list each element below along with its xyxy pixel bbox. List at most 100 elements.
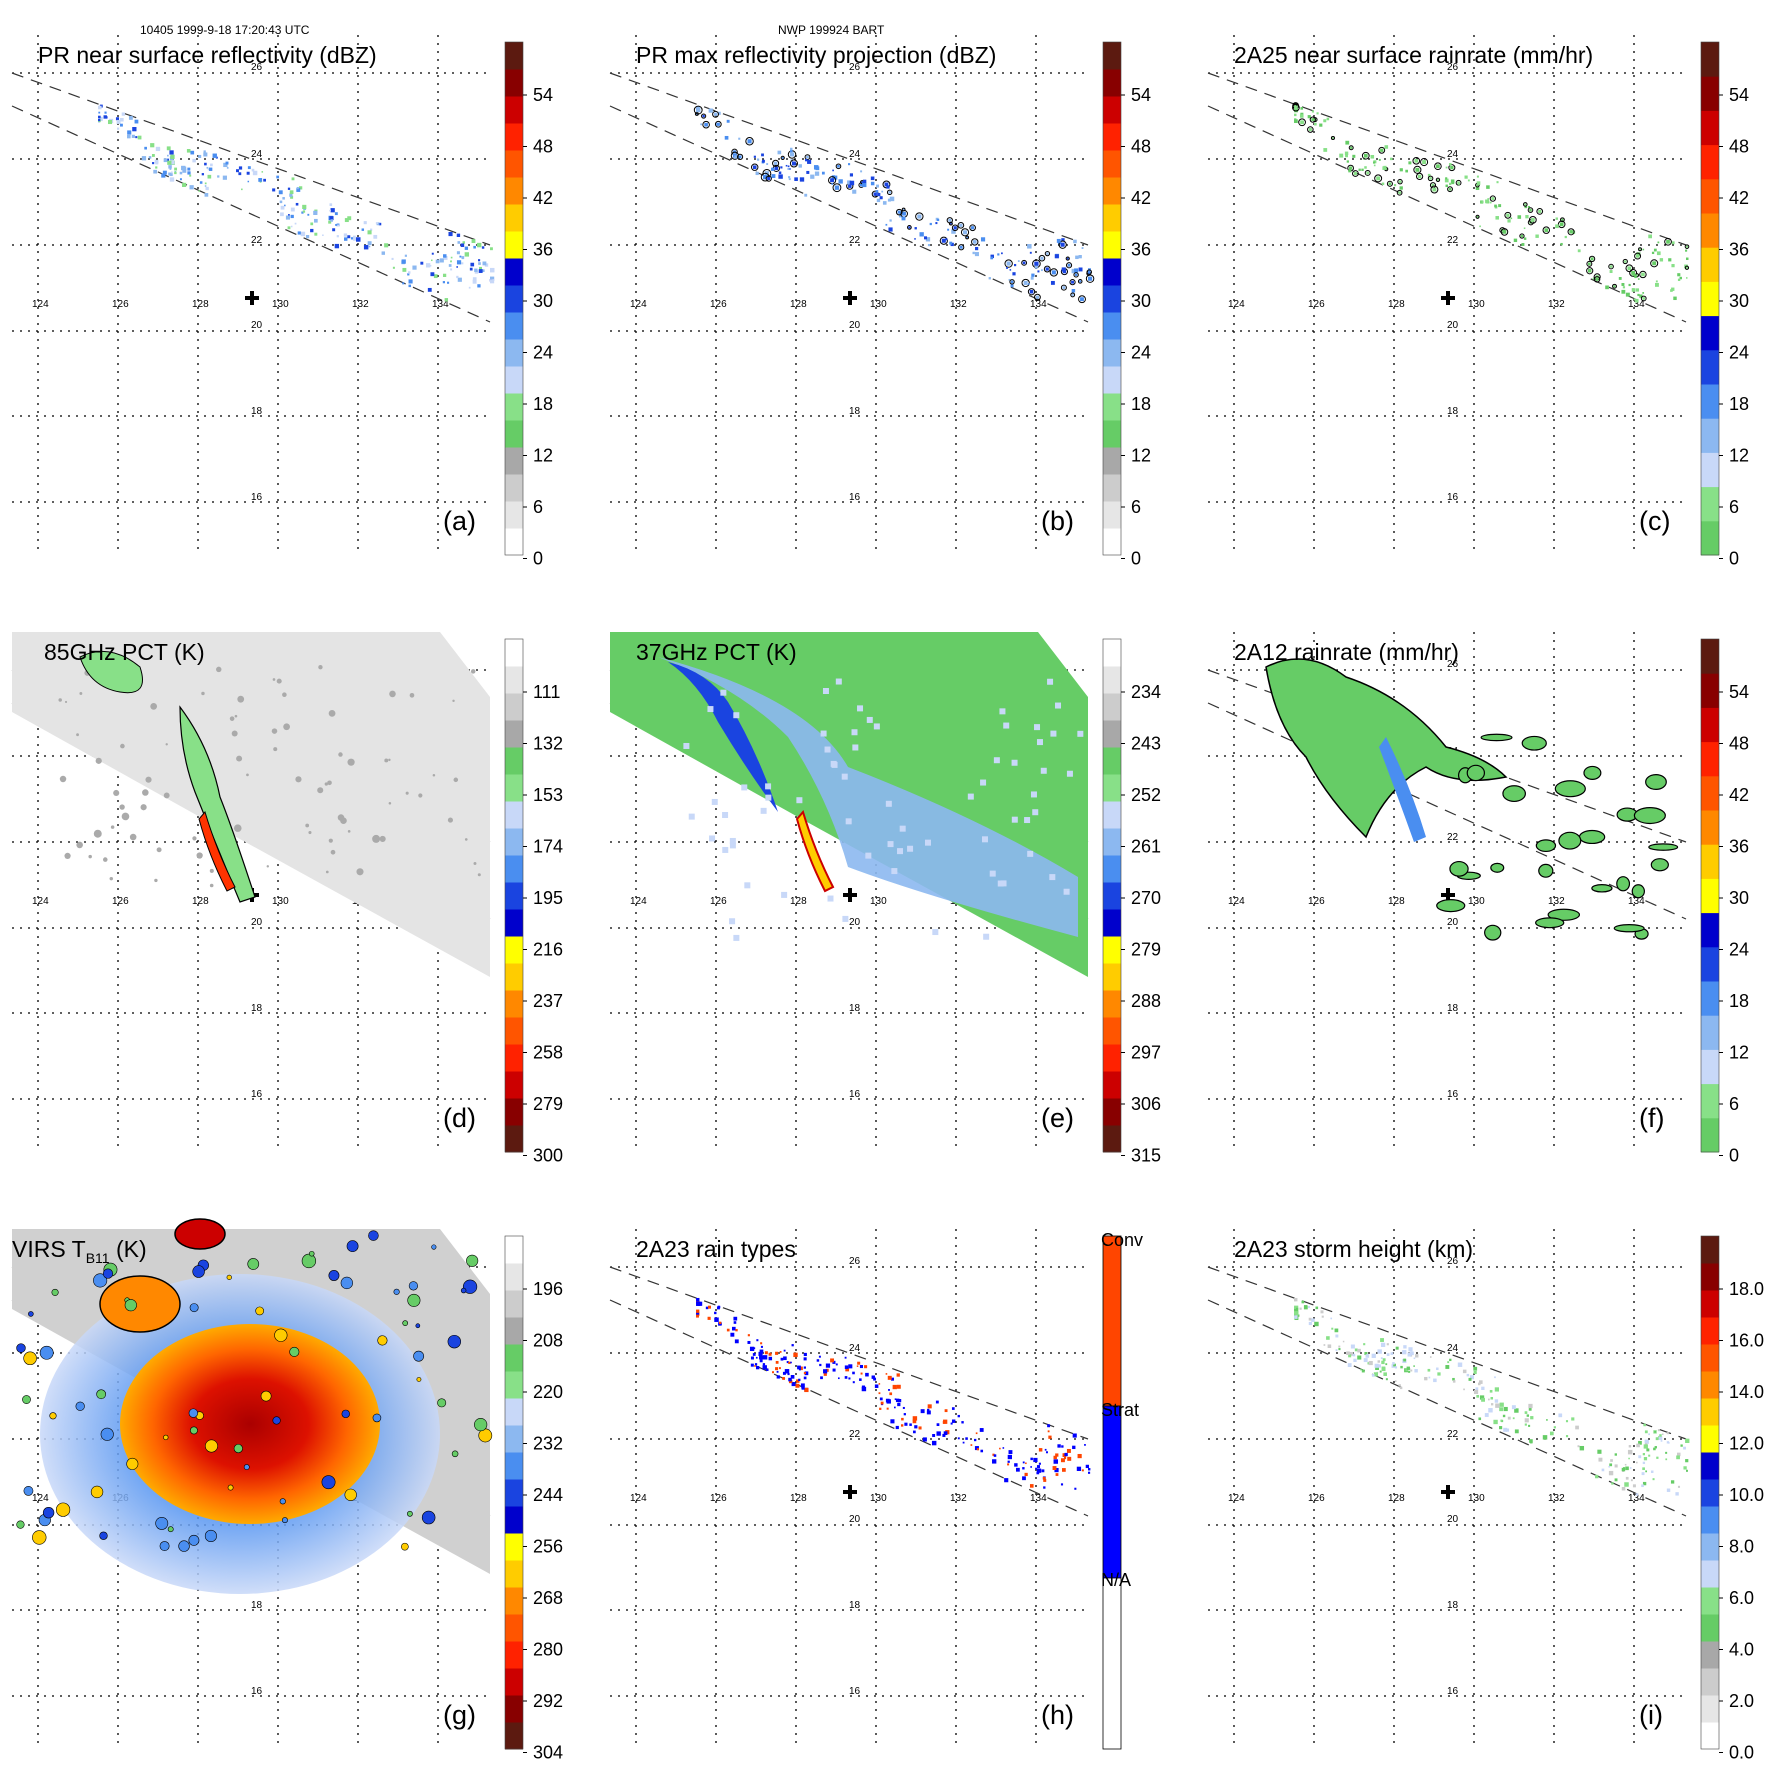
latitude-tick-label: 18: [1447, 406, 1459, 417]
colorbar-segment: [1103, 774, 1121, 802]
tb-pixel: [744, 882, 751, 889]
contour-segment: [1536, 208, 1544, 215]
colorbar-label: 12: [533, 446, 553, 466]
cloud-pixel: [23, 1486, 34, 1496]
rain-pixel: [148, 156, 152, 159]
panel-label: (b): [1041, 506, 1074, 536]
rain-pixel: [776, 1375, 780, 1379]
rain-pixel: [1646, 1448, 1650, 1452]
contour-segment: [1307, 126, 1314, 133]
rain-pixel: [1636, 1461, 1638, 1464]
colorbar-segment: [1701, 1117, 1719, 1153]
rain-pixel: [1648, 234, 1652, 239]
rain-pixel: [128, 115, 133, 120]
colorbar-frame: [1102, 41, 1122, 556]
rain-pixel: [153, 169, 157, 174]
rain-pixel: [1045, 267, 1049, 271]
tb-pixel: [1011, 759, 1018, 766]
colorbar-segment: [505, 339, 523, 367]
cloud-pixel: [22, 1395, 31, 1404]
rain-pixel: [1081, 1469, 1084, 1472]
rain-pixel: [1386, 1343, 1389, 1346]
rain-pixel: [1394, 1366, 1398, 1369]
rain-pixel: [1316, 112, 1319, 115]
latitude-tick-label: 26: [849, 1256, 861, 1267]
rain-pixel: [796, 1379, 800, 1383]
longitude-tick-label: 134: [432, 299, 449, 310]
rain-pixel: [1622, 286, 1626, 289]
rain-pixel: [1311, 1318, 1315, 1322]
rain-pixel: [1335, 1349, 1338, 1352]
rain-pixel: [296, 188, 301, 192]
rain-pixel: [754, 1365, 756, 1367]
cloud-pixel: [272, 1416, 281, 1425]
tb-pixel: [733, 934, 740, 941]
rain-pixel: [470, 262, 475, 267]
rain-pixel: [295, 202, 299, 206]
colorbar-label: 304: [533, 1743, 563, 1763]
colorbar-label: 111: [533, 682, 560, 702]
rain-pixel: [1445, 177, 1448, 180]
colorbar-segment: [1701, 810, 1719, 845]
rain-pixel: [1628, 1457, 1630, 1460]
colorbar-label: 288: [1131, 991, 1161, 1011]
rain-pixel: [1035, 1467, 1038, 1470]
rain-pixel: [993, 1454, 997, 1457]
rain-pixel: [799, 1366, 803, 1371]
rain-pixel: [1006, 261, 1011, 266]
latitude-tick-label: 16: [1447, 1089, 1459, 1100]
colorbar-label: 297: [1131, 1043, 1161, 1063]
rain-pixel: [1374, 1363, 1379, 1368]
tb-pixel: [1055, 702, 1062, 709]
rain-pixel: [137, 135, 142, 140]
contour-segment: [1004, 259, 1013, 268]
rain-pixel: [162, 170, 167, 175]
rain-pixel: [1376, 176, 1381, 181]
contour-segment: [960, 228, 970, 237]
rain-pixel: [322, 234, 324, 237]
longitude-tick-label: 134: [1628, 299, 1645, 310]
rain-pixel: [879, 1407, 882, 1410]
rain-pixel: [1368, 1360, 1373, 1366]
rain-cell: [1616, 876, 1631, 892]
rain-pixel: [1639, 248, 1641, 251]
rain-pixel: [1560, 242, 1563, 246]
rain-pixel: [803, 1352, 807, 1357]
plus-icon-v: [250, 291, 254, 305]
rain-pixel: [871, 1375, 875, 1379]
longitude-tick-label: 130: [1468, 299, 1485, 310]
cloud-ice-scatter: [192, 836, 197, 841]
colorbar-label: Conv: [1101, 1230, 1143, 1250]
rain-pixel: [1561, 218, 1564, 221]
colorbar-segment: [1103, 204, 1121, 232]
cloud-pixel: [474, 1418, 488, 1432]
rain-pixel: [1526, 1414, 1530, 1417]
cloud-ice-scatter: [236, 755, 243, 762]
tb-pixel: [1063, 888, 1070, 895]
colorbar-segment: [1103, 828, 1121, 856]
rain-pixel: [1569, 230, 1573, 234]
rain-pixel: [1437, 1372, 1441, 1376]
colorbar-segment: [1701, 520, 1719, 556]
rain-pixel: [1035, 295, 1040, 299]
colorbar-segment: [1103, 366, 1121, 394]
cloud-ice-scatter: [276, 678, 282, 684]
rain-pixel: [287, 187, 291, 190]
rain-pixel: [1048, 1435, 1052, 1439]
tb-pixel: [781, 891, 788, 898]
panel-title: 85GHz PCT (K): [44, 639, 205, 665]
rain-pixel: [171, 160, 175, 165]
rain-pixel: [1041, 269, 1043, 272]
cloud-ice-scatter: [452, 699, 455, 703]
colorbar-frame: [504, 41, 524, 556]
colorbar-segment: [1701, 1236, 1719, 1264]
rain-pixel: [1564, 235, 1567, 239]
rain-pixel: [478, 259, 481, 262]
rain-pixel: [797, 1365, 801, 1370]
rain-pixel: [942, 1433, 946, 1437]
tb-pixel: [899, 825, 906, 832]
colorbar-segment: [1701, 1479, 1719, 1507]
rain-pixel: [1029, 289, 1034, 294]
